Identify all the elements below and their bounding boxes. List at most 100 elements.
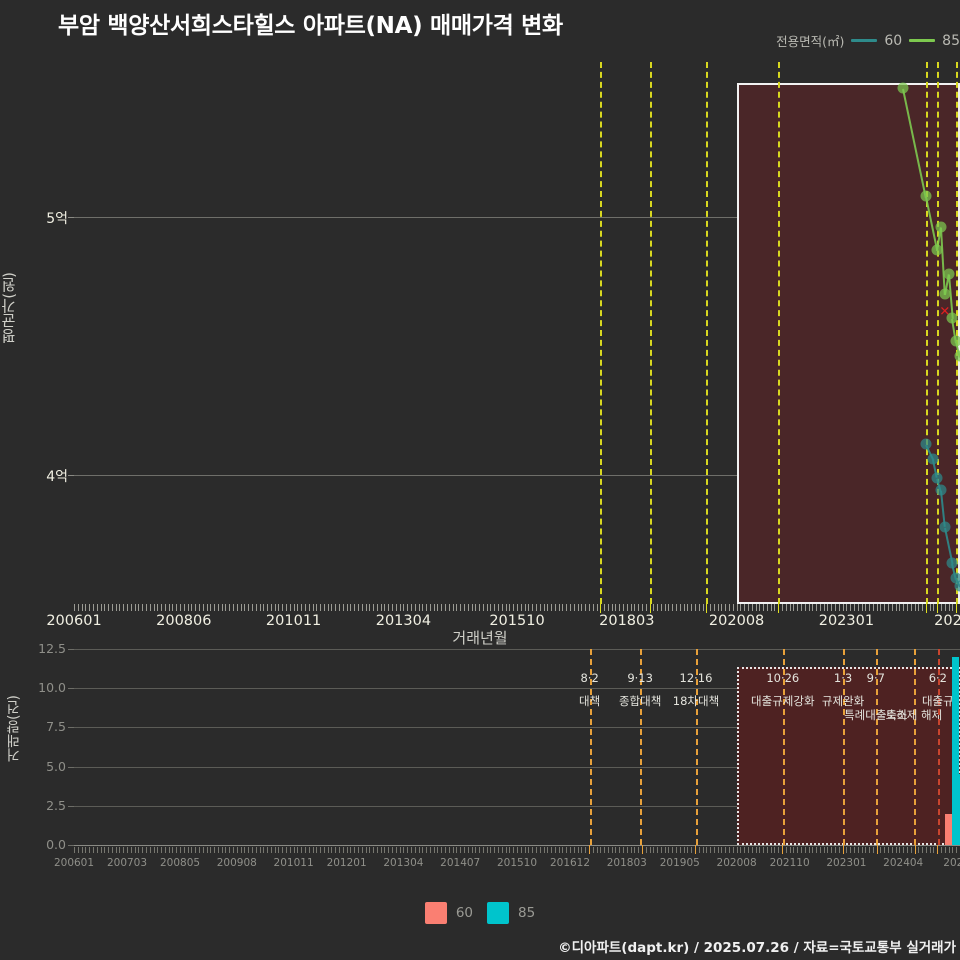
volume-chart-ytick-label: 0.0	[46, 837, 66, 852]
volume-chart-axis-tick	[142, 847, 144, 853]
price-chart-point-60[interactable]	[946, 557, 958, 569]
price-chart-point-60[interactable]	[939, 521, 951, 533]
volume-chart-axis-tick	[948, 847, 950, 853]
volume-chart-annotation-date: 12·16	[679, 671, 713, 685]
price-chart-axis-tick	[816, 604, 818, 611]
price-chart-point-85[interactable]	[935, 221, 947, 233]
volume-chart-axis-tick	[221, 847, 223, 853]
price-chart-axis-tick	[524, 604, 526, 611]
volume-chart-xtick-label: 200703	[106, 857, 148, 869]
price-chart-point-60[interactable]	[950, 572, 960, 584]
price-chart-axis-tick	[168, 604, 170, 611]
price-chart-axis-tick	[517, 604, 518, 611]
price-chart-axis-tick	[229, 604, 231, 611]
volume-chart-axis-tick	[119, 847, 121, 853]
volume-chart-ytick-label: 5.0	[46, 758, 66, 774]
volume-chart-axis-tick	[505, 847, 507, 853]
price-chart-axis-tick	[679, 604, 681, 611]
price-chart-axis-tick	[145, 604, 147, 611]
volume-chart-axis-tick	[308, 847, 310, 853]
price-chart-axis-tick	[96, 604, 98, 611]
price-chart-x-marker[interactable]: ✕	[939, 304, 951, 320]
price-chart-point-85[interactable]	[897, 82, 909, 94]
price-chart-point-60[interactable]	[931, 472, 943, 484]
price-chart-xaxis: 200601 200806 201011 201304 201510 201803 2020…	[0, 604, 960, 635]
volume-chart-ytick-label: 10.0	[38, 680, 66, 696]
price-chart-axis-tick	[577, 604, 579, 611]
price-chart-axis-tick	[191, 604, 193, 611]
price-chart-xtick-label: 201510	[489, 613, 545, 629]
price-chart-axis-tick	[619, 604, 621, 611]
volume-chart-axis-tick	[96, 847, 98, 853]
volume-chart-axis-tick	[104, 847, 106, 853]
price-chart-axis-tick	[547, 604, 549, 611]
volume-chart-axis-tick	[89, 847, 91, 853]
price-chart-axis-tick	[800, 604, 802, 611]
volume-chart-axis-tick	[619, 847, 621, 853]
volume-chart-gridline	[74, 649, 960, 650]
price-chart-point-85[interactable]	[931, 244, 943, 256]
price-chart-axis-tick	[92, 604, 94, 611]
volume-chart-axis-tick	[562, 847, 564, 853]
price-chart-point-60[interactable]	[954, 580, 960, 592]
price-chart-axis-tick	[638, 604, 640, 611]
volume-chart-bar-85[interactable]	[952, 656, 960, 845]
volume-chart-axis-tick	[528, 847, 530, 853]
price-chart-policy-line	[778, 62, 781, 604]
volume-chart-axis-tick	[501, 847, 503, 853]
volume-chart-xtick-label: 201510	[496, 857, 538, 869]
volume-chart-bar-60[interactable]	[944, 813, 952, 845]
price-chart-axis-tick	[785, 604, 787, 611]
price-chart-axis-tick	[441, 604, 443, 611]
price-chart-axis-tick	[944, 604, 946, 611]
price-chart-axis-tick	[657, 604, 659, 611]
price-chart-point-85[interactable]	[943, 268, 955, 280]
volume-chart-axis-tick	[861, 847, 863, 853]
volume-chart-xtick-label: 202404	[883, 857, 924, 869]
volume-chart-axis-tick	[645, 847, 647, 853]
volume-chart-axis-tick	[785, 847, 787, 853]
price-chart-point-60[interactable]	[935, 484, 947, 496]
volume-chart-bar-85[interactable]	[956, 774, 960, 845]
price-chart-axis-tick	[505, 604, 507, 611]
price-chart-point-85[interactable]	[954, 350, 960, 362]
volume-chart-ytick-mark	[68, 766, 74, 768]
price-chart-point-60[interactable]	[927, 453, 939, 465]
price-chart-axis-tick	[274, 604, 276, 611]
price-chart-axis-tick	[869, 604, 871, 611]
volume-chart-axis-tick	[187, 847, 189, 853]
price-chart-axis-tick	[195, 604, 197, 611]
price-chart-axis-tick	[766, 604, 768, 611]
price-chart-axis-tick	[289, 604, 291, 611]
volume-chart-axis-tick	[312, 847, 314, 853]
volume-chart-axis-tick	[524, 847, 526, 853]
price-chart-point-60[interactable]	[920, 438, 932, 450]
price-chart-point-85[interactable]	[920, 190, 932, 202]
price-chart-axis-tick	[418, 604, 420, 611]
price-chart-axis-tick	[380, 604, 382, 611]
price-chart-axis-tick	[335, 604, 337, 611]
volume-chart-axis-tick	[888, 847, 890, 853]
price-chart-axis-tick	[747, 604, 749, 611]
volume-chart-axis-tick	[517, 847, 518, 853]
price-chart-axis-tick	[732, 604, 734, 611]
bottom-legend-swatch-85	[487, 902, 509, 924]
volume-chart-axis-tick	[865, 847, 867, 853]
price-chart-ytick-label: 5억	[46, 210, 68, 227]
volume-chart-ytick-mark	[68, 805, 74, 807]
volume-chart-ytick-label: 2.5	[46, 797, 66, 813]
volume-chart-ytick-mark	[68, 649, 74, 650]
price-chart-point-85[interactable]	[946, 312, 958, 323]
legend-swatch-60	[851, 38, 878, 43]
volume-chart-xtick-label: 201201	[326, 857, 367, 869]
price-chart-xtick-label: 201803	[599, 613, 655, 629]
price-chart-axis-tick	[225, 604, 227, 611]
volume-chart-axis-tick	[789, 847, 791, 853]
price-chart-axis-tick	[615, 604, 617, 611]
price-chart-point-85[interactable]	[939, 288, 951, 300]
price-chart-point-85[interactable]	[950, 335, 960, 347]
volume-chart-axis-tick	[467, 847, 469, 853]
price-chart-axis-tick	[392, 604, 394, 611]
price-chart-axis-tick	[414, 604, 416, 611]
volume-chart-axis-tick	[736, 847, 738, 853]
